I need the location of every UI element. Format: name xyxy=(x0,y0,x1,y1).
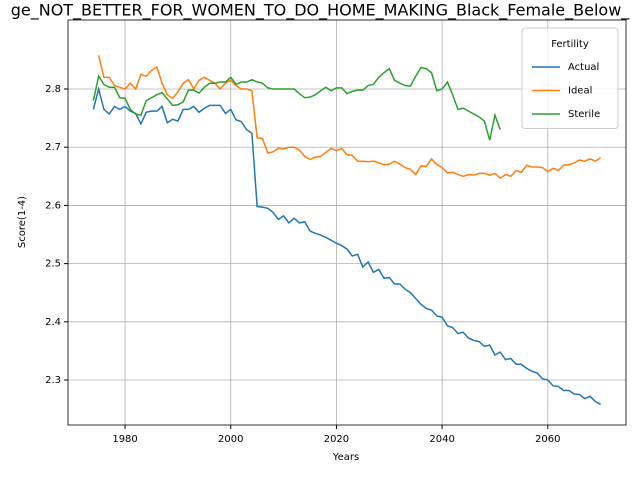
y-axis-label: Score(1-4) xyxy=(17,196,28,248)
legend-label: Ideal xyxy=(568,86,592,97)
x-tick-label: 1980 xyxy=(112,434,137,445)
line xyxy=(97,55,602,180)
legend-label: Sterile xyxy=(568,109,600,120)
x-tick-label: 2000 xyxy=(218,434,243,445)
y-tick-label: 2.8 xyxy=(45,84,61,95)
x-axis-label: Years xyxy=(332,452,359,463)
x-tick-label: 2060 xyxy=(535,434,560,445)
plot-frame xyxy=(67,19,627,426)
chart-title: ge_NOT_BETTER_FOR_WOMEN_TO_DO_HOME_MAKIN… xyxy=(11,1,631,21)
y-tick-label: 2.3 xyxy=(45,375,61,386)
legend-box xyxy=(521,27,619,129)
y-tick-label: 2.4 xyxy=(45,317,61,328)
legend-label: Actual xyxy=(568,62,599,73)
y-tick-label: 2.5 xyxy=(45,259,61,270)
y-tick-label: 2.6 xyxy=(45,200,61,211)
legend-title: Fertility xyxy=(551,39,589,50)
x-tick-label: 2040 xyxy=(429,434,454,445)
line xyxy=(92,86,601,406)
y-tick-label: 2.7 xyxy=(45,142,61,153)
line xyxy=(92,66,501,141)
x-tick-label: 2020 xyxy=(324,434,349,445)
